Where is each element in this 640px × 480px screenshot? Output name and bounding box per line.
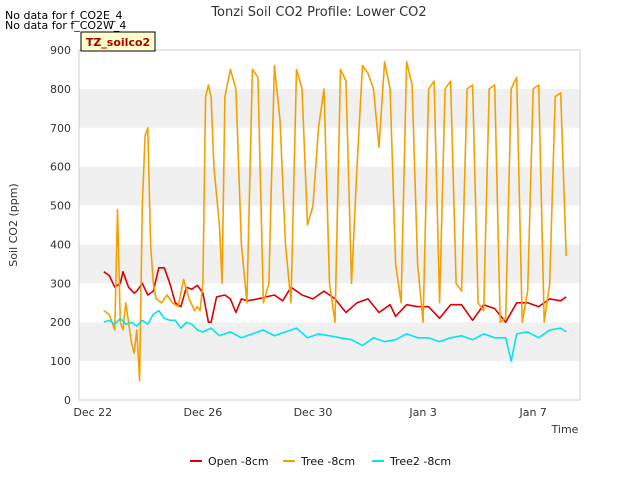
- tz-soilco2-tag: TZ_soilco2: [80, 31, 156, 52]
- series-line-open-8cm: [103, 266, 567, 324]
- legend-label: Tree2 -8cm: [389, 455, 451, 468]
- series-line-tree2-8cm: [103, 309, 567, 362]
- x-axis-label: Time: [551, 423, 579, 436]
- x-tick-label: Dec 30: [294, 406, 333, 419]
- grid-band: [79, 166, 580, 206]
- y-tick-label: 100: [50, 355, 71, 368]
- x-axis-ticks: Dec 22 Dec 26 Dec 30 Jan 3 Jan 7: [73, 406, 547, 419]
- x-tick-label: Jan 7: [518, 406, 546, 419]
- grid-bands: [79, 50, 580, 400]
- legend-label: Open -8cm: [208, 455, 269, 468]
- y-tick-label: 300: [50, 277, 71, 290]
- grid-band: [79, 205, 580, 245]
- tag-label: TZ_soilco2: [86, 36, 150, 49]
- tag-box: [80, 31, 156, 52]
- y-tick-label: 400: [50, 238, 71, 251]
- y-tick-label: 800: [50, 83, 71, 96]
- grid-band: [79, 322, 580, 362]
- no-data-note-1: No data for f_CO2E_4: [5, 9, 123, 22]
- grid-band: [79, 127, 580, 167]
- grid-band: [79, 361, 580, 400]
- y-axis-ticks: 0 100 200 300 400 500 600 700 800 900: [50, 44, 71, 407]
- chart-title: Tonzi Soil CO2 Profile: Lower CO2: [210, 5, 426, 20]
- grid-band: [79, 88, 580, 128]
- series-line-tree-8cm: [103, 60, 567, 382]
- y-tick-label: 900: [50, 44, 71, 57]
- y-tick-label: 0: [64, 394, 71, 407]
- x-tick-label: Dec 26: [183, 406, 222, 419]
- x-tick-label: Jan 3: [408, 406, 436, 419]
- series-lines: [103, 60, 567, 382]
- grid-band: [79, 50, 580, 89]
- legend-label: Tree -8cm: [300, 455, 355, 468]
- y-axis-label: Soil CO2 (ppm): [7, 183, 20, 266]
- y-tick-label: 700: [50, 122, 71, 135]
- x-tick-label: Dec 22: [73, 406, 112, 419]
- plot-area: [78, 49, 581, 401]
- y-tick-label: 600: [50, 161, 71, 174]
- no-data-note-2: No data for f_CO2W_4: [5, 19, 126, 32]
- y-tick-label: 500: [50, 200, 71, 213]
- legend: Open -8cm Tree -8cm Tree2 -8cm: [190, 455, 451, 468]
- y-tick-label: 200: [50, 316, 71, 329]
